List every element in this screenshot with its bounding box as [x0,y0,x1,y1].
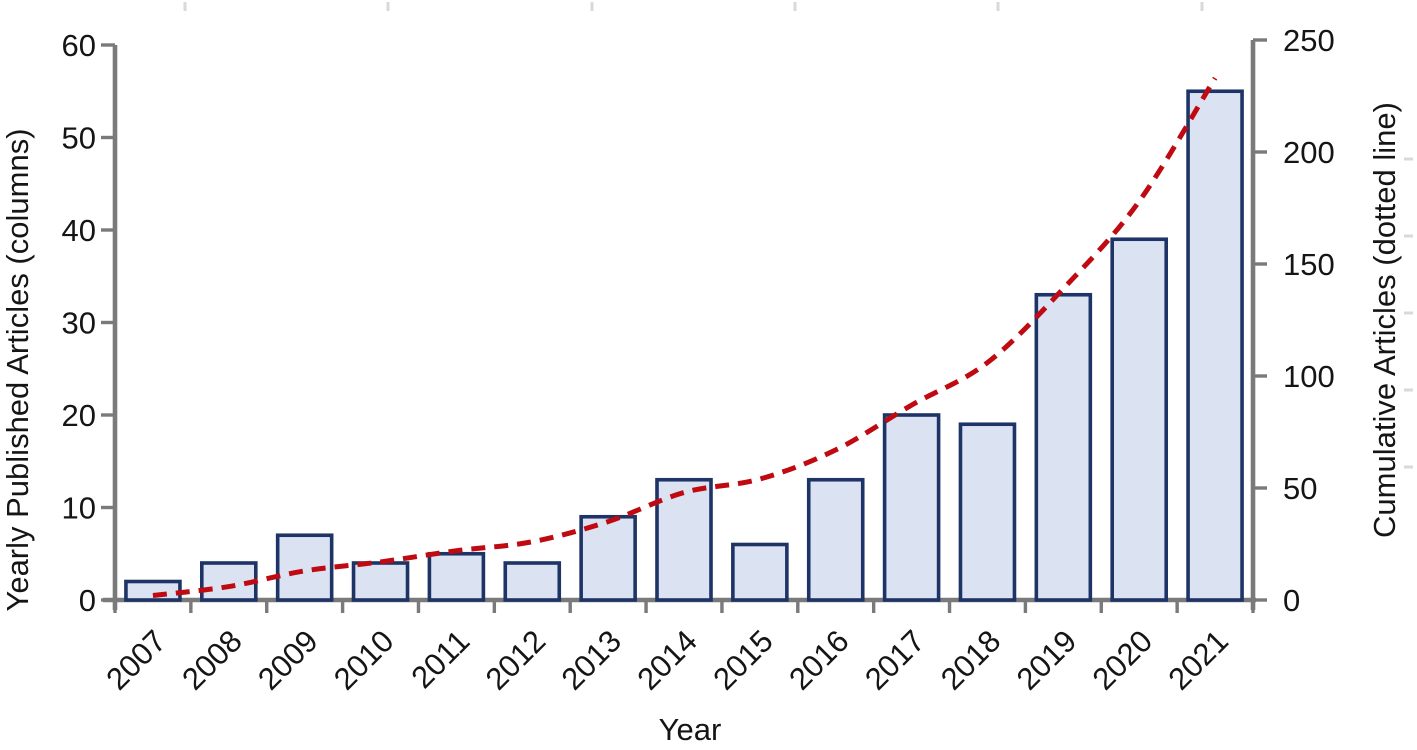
left-axis-tick-label: 10 [62,491,96,526]
left-axis-tick-label: 60 [62,28,96,63]
x-axis-tick-label: 2012 [479,623,553,697]
bar-2014 [655,477,713,602]
left-axis-tick-label: 30 [62,306,96,341]
x-axis-tick-label: 2020 [1086,623,1160,697]
x-axis-tick-label: 2021 [1161,623,1235,697]
left-axis-tick-label: 50 [62,121,96,156]
right-axis-title: Cumulative Articles (dotted line) [1367,102,1402,538]
bar-2016 [806,477,865,602]
left-axis-tick-label: 20 [62,398,96,433]
x-axis-tick-label: 2008 [175,623,249,697]
bar-2007 [124,579,182,602]
x-axis-tick-label: 2007 [99,623,173,697]
left-axis-title: Yearly Published Articles (columns) [0,128,35,611]
x-axis-tick-label: 2014 [630,623,704,697]
bar-2019 [1034,292,1093,602]
bar-2012 [503,561,562,602]
x-axis-tick-label: 2019 [1010,623,1084,697]
bar-2013 [579,514,637,602]
cumulative-line [152,76,1218,599]
x-axis-tick-label: 2013 [555,623,629,697]
x-axis-tick-label: 2011 [404,623,476,695]
right-axis-tick-label: 0 [1283,583,1300,618]
x-axis-tick-label: 2018 [934,623,1008,697]
bar-2015 [731,542,789,602]
left-axis-tick-label: 40 [62,213,96,248]
bar-2018 [958,422,1017,602]
right-axis-tick-label: 200 [1283,135,1335,170]
bar-2017 [882,413,941,602]
x-axis-tick-label: 2010 [327,623,401,697]
bar-2021 [1186,89,1244,602]
right-axis-tick-label: 150 [1283,247,1335,282]
x-axis-tick-label: 2017 [858,623,932,697]
x-axis-tick-label: 2015 [706,623,780,697]
left-axis-tick-label: 0 [79,583,96,618]
right-axis-tick-label: 50 [1283,471,1317,506]
right-axis-tick-label: 250 [1283,23,1335,58]
bar-2020 [1110,237,1168,602]
x-axis-title: Year [659,712,722,747]
bar-2011 [427,551,486,602]
right-axis-tick-label: 100 [1283,359,1335,394]
x-axis-tick-label: 2016 [782,623,856,697]
x-axis-tick-label: 2009 [251,623,325,697]
bar-2010 [351,561,410,602]
